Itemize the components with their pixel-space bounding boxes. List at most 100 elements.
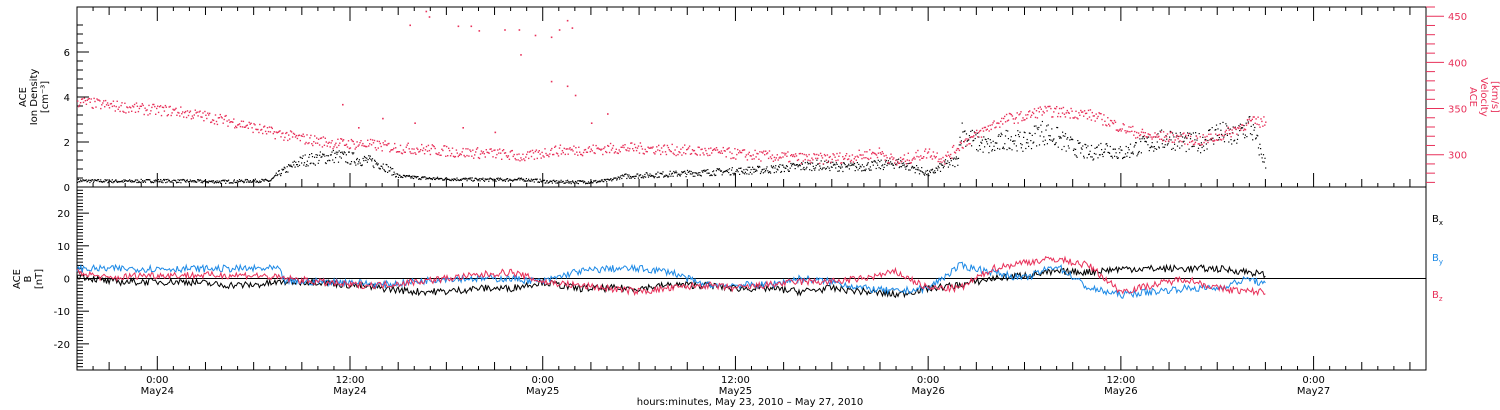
velocity-point bbox=[964, 139, 966, 141]
velocity-point bbox=[887, 162, 889, 164]
velocity-point bbox=[657, 149, 659, 151]
velocity-point bbox=[693, 149, 696, 152]
velocity-point bbox=[601, 148, 603, 150]
velocity-point bbox=[1237, 127, 1239, 129]
density-point bbox=[944, 159, 947, 161]
velocity-point bbox=[282, 132, 284, 134]
density-point bbox=[647, 176, 650, 178]
velocity-point bbox=[783, 152, 785, 154]
density-point bbox=[891, 162, 893, 165]
density-point bbox=[1108, 152, 1110, 154]
velocity-point bbox=[797, 158, 800, 161]
velocity-point bbox=[1225, 129, 1227, 132]
velocity-point bbox=[736, 153, 738, 156]
velocity-outlier bbox=[428, 16, 431, 18]
density-point bbox=[697, 172, 699, 174]
density-point bbox=[149, 179, 151, 181]
density-point bbox=[444, 177, 446, 180]
x-tick-date: May24 bbox=[333, 386, 366, 397]
velocity-point bbox=[207, 112, 209, 114]
density-point bbox=[1057, 127, 1059, 129]
density-point bbox=[1067, 137, 1069, 139]
velocity-point bbox=[977, 136, 979, 138]
density-point bbox=[136, 181, 138, 184]
density-point bbox=[466, 180, 468, 182]
density-point bbox=[1145, 141, 1147, 143]
velocity-point bbox=[190, 118, 193, 120]
velocity-point bbox=[1165, 135, 1168, 138]
velocity-point bbox=[340, 138, 342, 140]
velocity-point bbox=[1145, 136, 1147, 138]
velocity-point bbox=[241, 126, 244, 128]
velocity-point bbox=[466, 154, 468, 157]
density-point bbox=[680, 173, 682, 175]
density-point bbox=[737, 171, 739, 173]
density-point bbox=[947, 160, 949, 162]
velocity-point bbox=[169, 105, 171, 108]
density-point bbox=[807, 163, 809, 165]
density-point bbox=[393, 171, 395, 173]
velocity-point bbox=[1131, 130, 1133, 132]
velocity-point bbox=[134, 111, 137, 113]
density-point bbox=[422, 177, 424, 179]
density-point bbox=[828, 167, 830, 169]
velocity-point bbox=[584, 148, 587, 151]
velocity-point bbox=[1184, 143, 1186, 145]
velocity-point bbox=[541, 151, 543, 154]
density-point bbox=[1202, 145, 1205, 147]
density-point bbox=[270, 180, 272, 182]
density-point bbox=[114, 180, 116, 182]
velocity-point bbox=[1150, 136, 1152, 138]
velocity-point bbox=[903, 154, 906, 156]
velocity-point bbox=[901, 158, 904, 161]
velocity-point bbox=[1082, 111, 1084, 113]
density-point bbox=[603, 181, 605, 183]
density-point bbox=[170, 181, 173, 183]
velocity-point bbox=[792, 154, 795, 156]
density-point bbox=[1197, 147, 1200, 149]
density-point bbox=[1192, 132, 1194, 134]
density-point bbox=[981, 139, 983, 141]
velocity-point bbox=[126, 106, 128, 108]
density-point bbox=[716, 168, 718, 170]
density-point bbox=[694, 175, 696, 177]
density-point bbox=[113, 181, 116, 183]
velocity-point bbox=[191, 115, 194, 117]
density-point bbox=[990, 142, 992, 144]
velocity-point bbox=[273, 131, 275, 133]
velocity-point bbox=[829, 155, 831, 158]
density-point bbox=[731, 169, 733, 171]
velocity-point bbox=[664, 151, 667, 153]
velocity-point bbox=[84, 100, 87, 102]
density-point bbox=[212, 181, 214, 183]
velocity-point bbox=[683, 152, 685, 154]
velocity-point bbox=[1161, 138, 1163, 140]
density-point bbox=[799, 165, 801, 167]
velocity-point bbox=[1030, 116, 1032, 118]
velocity-point bbox=[1063, 113, 1066, 115]
density-point bbox=[1098, 144, 1100, 146]
density-point bbox=[77, 178, 79, 180]
density-point bbox=[973, 139, 975, 141]
velocity-point bbox=[395, 147, 397, 149]
velocity-point bbox=[631, 142, 633, 144]
velocity-point bbox=[1113, 119, 1116, 122]
density-point bbox=[290, 165, 293, 167]
density-point bbox=[512, 180, 514, 182]
density-point bbox=[486, 178, 488, 180]
velocity-point bbox=[277, 131, 279, 133]
velocity-point bbox=[1175, 136, 1177, 138]
velocity-point bbox=[911, 159, 913, 161]
density-tick-label: 6 bbox=[64, 48, 70, 59]
density-point bbox=[871, 161, 874, 163]
velocity-point bbox=[1014, 118, 1016, 120]
velocity-point bbox=[290, 131, 293, 133]
velocity-point bbox=[858, 149, 860, 151]
density-point bbox=[470, 177, 472, 179]
velocity-point bbox=[475, 151, 477, 153]
velocity-point bbox=[987, 125, 989, 127]
density-point bbox=[137, 181, 139, 184]
velocity-point bbox=[789, 160, 791, 163]
density-point bbox=[338, 150, 340, 152]
density-point bbox=[1105, 143, 1107, 145]
